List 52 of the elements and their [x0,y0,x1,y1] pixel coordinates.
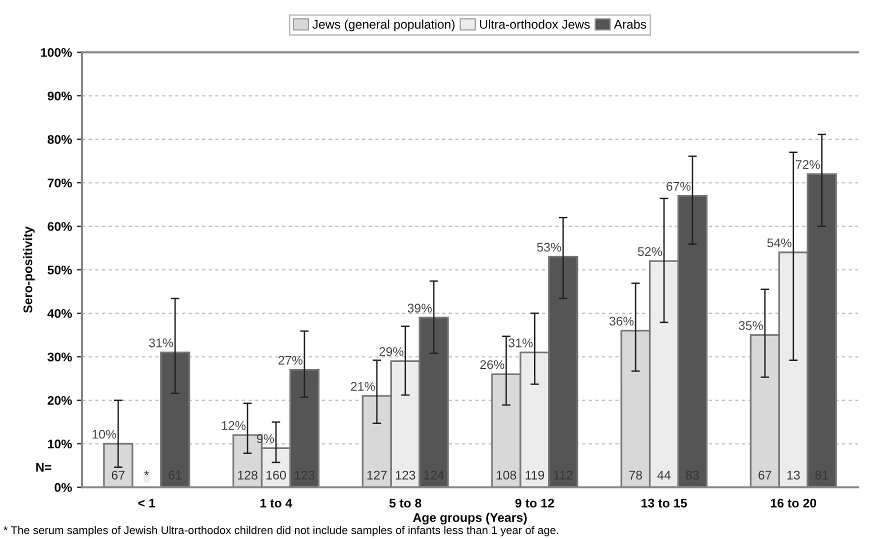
legend-label: Jews (general population) [312,20,455,32]
data-label: 39% [408,304,432,313]
y-tick-label: 50% [48,266,72,274]
annotation: 108 [496,470,516,480]
data-label: 53% [537,242,562,252]
data-label: 29% [379,347,404,356]
x-tick-label: 16 to 20 [770,498,816,508]
annotation: 119 [526,470,544,480]
x-tick-label: 13 to 15 [642,498,687,508]
x-tick-label: 1 to 4 [260,498,292,508]
x-tick-label: 9 to 12 [515,498,554,508]
annotation: 123 [396,470,416,480]
y-tick-label: 100% [41,48,72,57]
data-label: 52% [638,247,662,256]
data-label: 26% [480,360,504,370]
y-tick-label: 20% [48,396,72,405]
annotation: 127 [367,470,387,480]
annotation: 160 [266,470,286,480]
data-label: 31% [149,338,174,348]
data-label: 10% [92,430,116,439]
x-tick-label: < 1 [138,498,156,508]
annotation: 67 [112,470,125,480]
text: N= [36,463,52,472]
annotation: 78 [629,470,642,480]
data-label: 12% [222,421,246,430]
annotation: 67 [758,470,772,480]
y-tick-label: 90% [48,92,72,100]
y-tick-label: 40% [47,309,72,318]
y-tick-label: 80% [48,135,72,144]
y-axis-title: Sero-positivity [23,226,35,313]
data-label: 54% [767,238,792,248]
data-label: 21% [350,382,375,391]
y-tick-label: 70% [48,178,72,188]
legend-label: Ultra-orthodox Jews [480,20,590,29]
data-label: 72% [796,160,820,169]
data-label: 27% [278,356,302,365]
annotation: * [144,470,149,476]
annotation: 13 [787,470,800,480]
y-tick-label: 10% [48,440,72,448]
annotation: 128 [238,470,258,480]
data-label: 35% [738,321,763,330]
data-label: 67% [666,182,690,191]
text: * The serum samples of Jewish Ultra-orthodox children did not include samples of infants less than 1 year of age. [4,526,558,536]
data-label: 31% [508,338,533,348]
data-label: 36% [609,316,634,326]
legend-label: Arabs [614,20,646,29]
annotation: 44 [657,470,671,480]
y-tick-label: 30% [48,352,72,362]
y-tick-label: 0% [54,483,72,492]
x-tick-label: 5 to 8 [389,498,422,508]
y-tick-label: 60% [48,222,72,231]
x-axis-title: Age groups (Years) [413,512,527,525]
